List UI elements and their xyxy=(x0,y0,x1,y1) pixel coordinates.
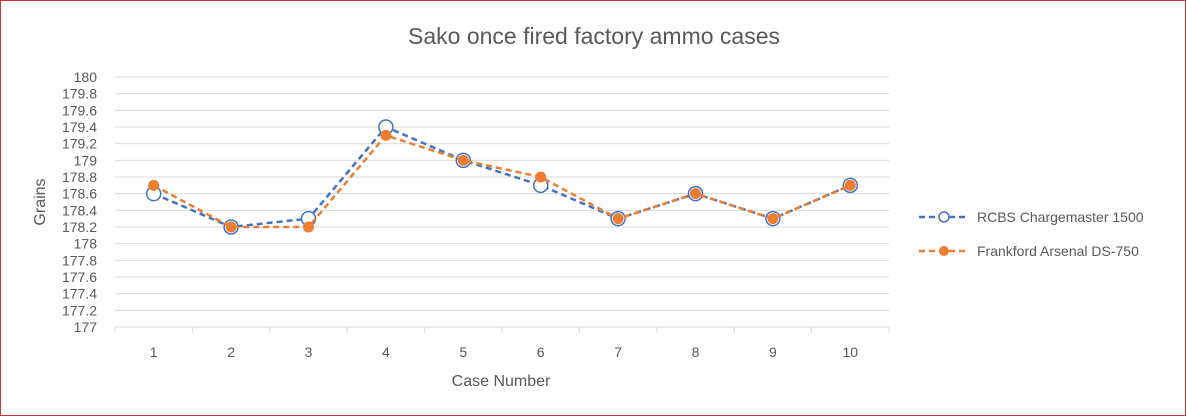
y-axis-label: Grains xyxy=(32,178,49,225)
y-tick-label: 178 xyxy=(74,236,98,252)
x-tick-label: 7 xyxy=(614,344,622,360)
series-group xyxy=(145,119,859,235)
y-tick-label: 177.4 xyxy=(62,286,97,302)
data-point xyxy=(303,221,314,233)
data-point xyxy=(612,213,624,225)
data-point xyxy=(535,171,547,183)
x-tick-labels: 1 2 3 4 5 6 7 8 9 10 xyxy=(150,344,858,360)
legend-label: Frankford Arsenal DS-750 xyxy=(977,243,1139,259)
x-tick-label: 5 xyxy=(459,344,467,360)
x-tick-label: 8 xyxy=(692,344,700,360)
gridlines xyxy=(114,76,890,333)
y-tick-label: 179.6 xyxy=(62,102,97,118)
y-tick-label: 179 xyxy=(74,152,98,168)
data-point xyxy=(690,188,701,200)
y-tick-label: 177.2 xyxy=(62,302,97,318)
x-axis-label: Case Number xyxy=(452,373,551,390)
x-tick-label: 3 xyxy=(305,344,313,360)
x-tick-label: 9 xyxy=(769,344,777,360)
data-point xyxy=(380,129,392,141)
y-tick-label: 178.4 xyxy=(62,202,97,218)
series-line-2 xyxy=(153,134,851,229)
legend-marker xyxy=(938,211,950,223)
x-tick-label: 1 xyxy=(150,344,158,360)
legend: RCBS Chargemaster 1500 Frankford Arsenal … xyxy=(919,209,1144,259)
data-point xyxy=(844,179,856,191)
y-tick-label: 179.2 xyxy=(62,136,97,152)
y-tick-label: 179.4 xyxy=(62,119,97,135)
x-tick-label: 6 xyxy=(537,344,545,360)
y-tick-label: 177 xyxy=(74,319,98,335)
y-tick-label: 179.8 xyxy=(62,86,97,102)
data-point xyxy=(225,221,237,233)
x-tick-label: 4 xyxy=(382,344,390,360)
y-tick-label: 180 xyxy=(74,69,98,85)
y-tick-labels: 177177.2177.4177.6177.8178178.2178.4178.… xyxy=(62,69,97,335)
data-point xyxy=(148,179,160,191)
data-point xyxy=(457,154,469,166)
chart-title: Sako once fired factory ammo cases xyxy=(408,23,780,49)
legend-marker xyxy=(939,246,949,256)
y-tick-label: 178.2 xyxy=(62,219,97,235)
x-tick-label: 10 xyxy=(843,344,859,360)
data-point xyxy=(767,213,779,225)
x-tick-label: 2 xyxy=(227,344,235,360)
y-tick-label: 177.6 xyxy=(62,269,97,285)
y-tick-label: 177.8 xyxy=(62,252,97,268)
y-tick-label: 178.8 xyxy=(62,169,97,185)
legend-label: RCBS Chargemaster 1500 xyxy=(977,209,1144,225)
y-tick-label: 178.6 xyxy=(62,186,97,202)
